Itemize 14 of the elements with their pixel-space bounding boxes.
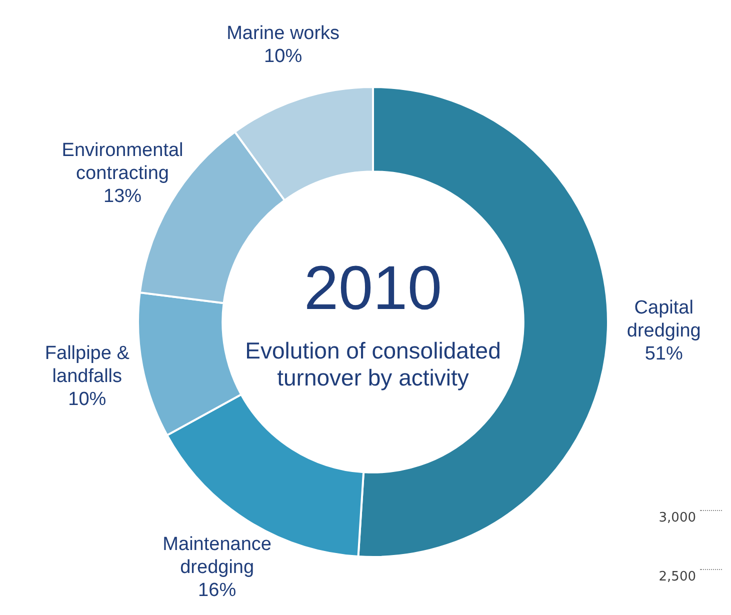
slice-label: Environmental contracting <box>62 140 184 184</box>
slice-label: Fallpipe & landfalls <box>44 342 130 387</box>
slice-label: Marine works <box>226 22 340 44</box>
data-label: 10% <box>264 46 302 67</box>
text: 2010 <box>304 254 442 324</box>
slice-label: Maintenance dredging <box>162 534 272 578</box>
slice-label: Capital dredging <box>626 297 701 342</box>
text: Evolution of consolidated turnover by activity <box>245 337 501 390</box>
data-label: 13% <box>104 186 142 208</box>
data-label: 51% <box>644 343 683 364</box>
text: 2,500 <box>658 569 696 584</box>
text: 3,000 <box>658 510 696 526</box>
data-label: 10% <box>68 388 106 410</box>
data-label: 16% <box>198 580 236 601</box>
